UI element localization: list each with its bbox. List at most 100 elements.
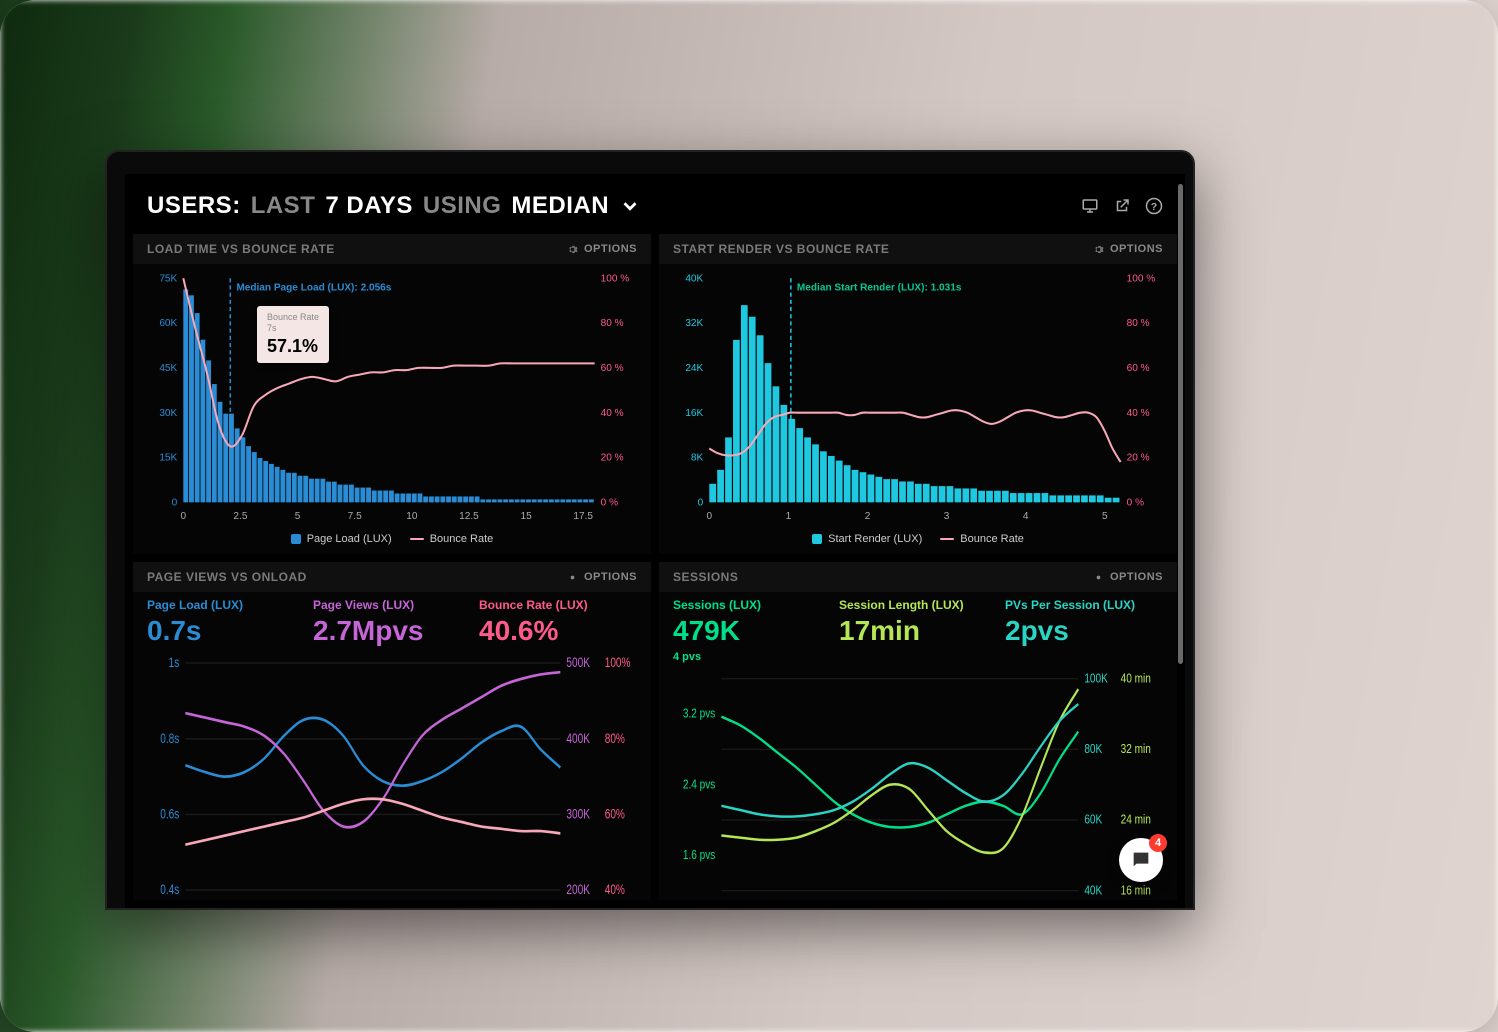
svg-text:100%: 100% [605,655,631,671]
svg-text:20 %: 20 % [601,453,624,464]
title-dim1: LAST [251,192,316,220]
page-title[interactable]: USERS: LAST 7 DAYS USING MEDIAN [147,192,641,220]
start-bounce-chart[interactable]: 40K32K24K16K8K0100 %80 %60 %40 %20 %0 %0… [671,270,1165,527]
options-button[interactable]: OPTIONS [567,243,637,255]
load-bounce-chart[interactable]: 75K60K45K30K15K0100 %80 %60 %40 %20 %0 %… [145,270,639,527]
svg-text:16 min: 16 min [1121,884,1151,897]
share-icon[interactable] [1113,197,1131,215]
metric-session-length[interactable]: Session Length (LUX) 17min [839,598,997,663]
svg-text:500K: 500K [566,655,590,671]
svg-text:24K: 24K [685,363,703,374]
svg-text:80 %: 80 % [601,318,624,329]
svg-text:40 %: 40 % [1127,408,1150,419]
svg-text:100 %: 100 % [601,273,630,284]
svg-text:0.6s: 0.6s [160,806,179,822]
panel-title: SESSIONS [673,570,738,584]
chevron-down-icon[interactable] [619,195,641,217]
panel-title: START RENDER VS BOUNCE RATE [673,242,889,256]
panel-start-bounce: START RENDER VS BOUNCE RATE OPTIONS 40K3… [659,234,1177,554]
svg-text:60 %: 60 % [1127,363,1150,374]
metric-sessions[interactable]: Sessions (LUX) 479K 4 pvs [673,598,831,663]
monitor-icon[interactable] [1081,197,1099,215]
svg-text:1s: 1s [169,655,180,671]
svg-text:45K: 45K [159,363,177,374]
svg-text:16K: 16K [685,408,703,419]
svg-text:75K: 75K [159,273,177,284]
svg-text:20 %: 20 % [1127,453,1150,464]
svg-text:0: 0 [698,497,704,508]
svg-text:2.4 pvs: 2.4 pvs [683,778,716,791]
svg-text:40 min: 40 min [1121,672,1151,685]
gear-icon [567,572,578,583]
svg-text:Median Page Load (LUX): 2.056s: Median Page Load (LUX): 2.056s [236,282,391,293]
metric-page-load[interactable]: Page Load (LUX) 0.7s [147,598,305,647]
pageviews-chart[interactable]: 1s0.8s0.6s0.4s500K400K300K200K100%80%60%… [145,655,639,898]
laptop-frame: USERS: LAST 7 DAYS USING MEDIAN ? [105,150,1195,910]
svg-text:80 %: 80 % [1127,318,1150,329]
svg-text:0.8s: 0.8s [160,730,179,746]
svg-text:1.6 pvs: 1.6 pvs [683,849,716,862]
chat-icon [1130,849,1152,871]
legend-start-bounce: Start Render (LUX) Bounce Rate [659,529,1177,555]
panel-pageviews: PAGE VIEWS VS ONLOAD OPTIONS Page Load (… [133,562,651,900]
sessions-chart[interactable]: 3.2 pvs2.4 pvs1.6 pvs100K80K60K40K40 min… [671,671,1165,898]
svg-text:80K: 80K [1084,743,1102,756]
panel-title: LOAD TIME VS BOUNCE RATE [147,242,335,256]
svg-text:40 %: 40 % [601,408,624,419]
scrollbar[interactable] [1178,184,1183,664]
panel-sessions: SESSIONS OPTIONS Sessions (LUX) 479K 4 p… [659,562,1177,900]
legend-item[interactable]: Bounce Rate [410,533,494,545]
metric-bounce-rate[interactable]: Bounce Rate (LUX) 40.6% [479,598,637,647]
svg-text:15K: 15K [159,453,177,464]
svg-text:0: 0 [172,497,178,508]
legend-load-bounce: Page Load (LUX) Bounce Rate [133,529,651,555]
svg-text:0.4s: 0.4s [160,881,179,897]
svg-text:32 min: 32 min [1121,743,1151,756]
dashboard-screen: USERS: LAST 7 DAYS USING MEDIAN ? [125,174,1185,908]
svg-text:7.5: 7.5 [348,511,362,522]
title-bold1: 7 DAYS [325,192,413,220]
svg-text:?: ? [1151,201,1157,213]
panel-title: PAGE VIEWS VS ONLOAD [147,570,307,584]
options-button[interactable]: OPTIONS [567,571,637,583]
svg-text:5: 5 [295,511,301,522]
notification-badge: 4 [1149,834,1167,852]
options-button[interactable]: OPTIONS [1093,243,1163,255]
legend-item[interactable]: Start Render (LUX) [812,533,922,545]
gear-icon [1093,572,1104,583]
svg-text:60K: 60K [159,318,177,329]
svg-text:60K: 60K [1084,814,1102,827]
title-dim2: USING [423,192,502,220]
legend-item[interactable]: Page Load (LUX) [291,533,392,545]
svg-text:60%: 60% [605,806,626,822]
metric-page-views[interactable]: Page Views (LUX) 2.7Mpvs [313,598,471,647]
dashboard-header: USERS: LAST 7 DAYS USING MEDIAN ? [125,174,1185,234]
gear-icon [567,244,578,255]
svg-text:400K: 400K [566,730,590,746]
svg-text:17.5: 17.5 [573,511,593,522]
options-button[interactable]: OPTIONS [1093,571,1163,583]
svg-text:100 %: 100 % [1127,273,1156,284]
svg-text:3.2 pvs: 3.2 pvs [683,708,716,721]
svg-text:1: 1 [786,511,792,522]
chat-button[interactable]: 4 [1119,838,1163,882]
title-prefix: USERS: [147,192,241,220]
svg-text:2: 2 [865,511,871,522]
svg-text:30K: 30K [159,408,177,419]
svg-text:10: 10 [406,511,418,522]
svg-text:24 min: 24 min [1121,814,1151,827]
svg-text:2.5: 2.5 [233,511,247,522]
svg-text:40K: 40K [1084,884,1102,897]
panel-load-bounce: LOAD TIME VS BOUNCE RATE OPTIONS 75K 60K 4… [133,234,651,554]
svg-text:4: 4 [1023,511,1029,522]
svg-text:5: 5 [1102,511,1108,522]
metric-pvs-per-session[interactable]: PVs Per Session (LUX) 2pvs [1005,598,1163,663]
svg-text:0: 0 [707,511,713,522]
svg-text:8K: 8K [691,453,704,464]
svg-text:40K: 40K [685,273,703,284]
legend-item[interactable]: Bounce Rate [940,533,1024,545]
help-icon[interactable]: ? [1145,197,1163,215]
svg-text:0: 0 [181,511,187,522]
svg-text:60 %: 60 % [601,363,624,374]
title-bold2: MEDIAN [511,192,609,220]
